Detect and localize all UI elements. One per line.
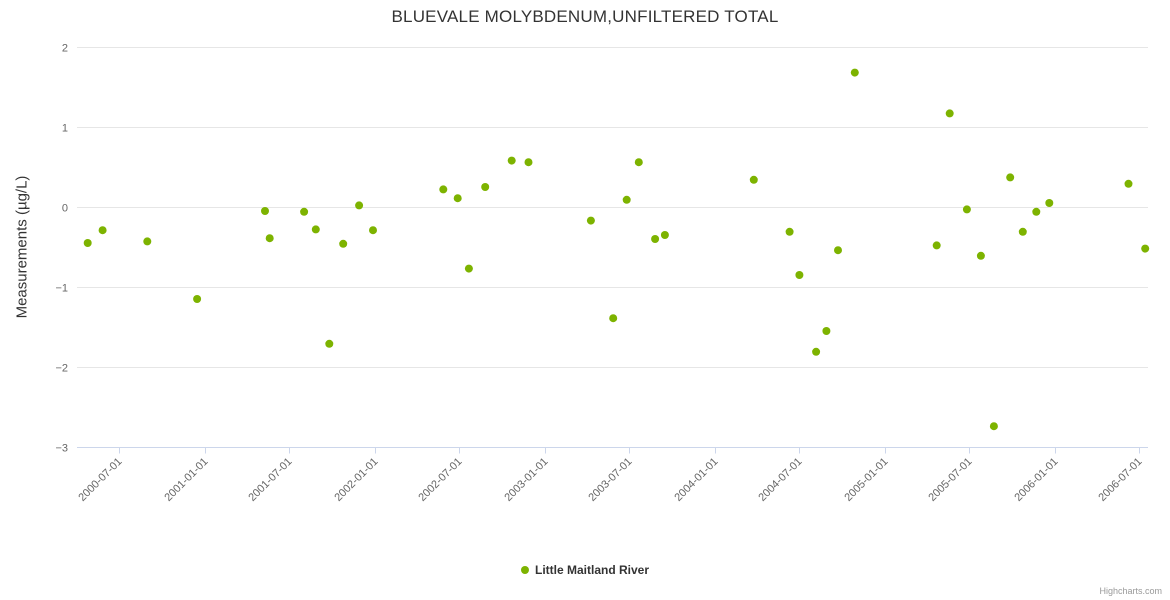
data-point[interactable] xyxy=(586,216,595,225)
x-axis-tick-label: 2001-01-01 xyxy=(162,456,210,504)
legend-marker-icon xyxy=(520,566,529,574)
data-point[interactable] xyxy=(1006,173,1015,182)
data-point[interactable] xyxy=(193,295,202,303)
x-axis-tick-label: 2002-07-01 xyxy=(416,456,464,504)
data-point[interactable] xyxy=(634,158,643,167)
x-axis-tick-label: 2005-01-01 xyxy=(842,456,890,504)
legend-item-label: Little Maitland River xyxy=(534,563,650,577)
data-point[interactable] xyxy=(339,239,348,248)
data-point[interactable] xyxy=(98,226,107,235)
data-point[interactable] xyxy=(265,234,274,243)
x-axis-tick-label: 2003-07-01 xyxy=(586,456,634,504)
data-point[interactable] xyxy=(945,109,954,118)
y-axis-tick-label: 2 xyxy=(62,43,68,55)
data-point[interactable] xyxy=(261,207,269,215)
data-point[interactable] xyxy=(143,237,152,246)
data-point[interactable] xyxy=(932,241,941,250)
x-axis-tick-label: 2006-07-01 xyxy=(1096,456,1144,504)
data-point[interactable] xyxy=(507,156,516,165)
y-axis-tick-label: 1 xyxy=(62,123,68,135)
data-point[interactable] xyxy=(651,235,660,243)
data-point[interactable] xyxy=(481,183,490,191)
data-point[interactable] xyxy=(962,205,971,214)
x-axis-tick-label: 2005-07-01 xyxy=(926,456,974,504)
data-point[interactable] xyxy=(355,201,364,210)
x-axis-tick-label: 2004-01-01 xyxy=(672,456,720,504)
data-point[interactable] xyxy=(439,185,448,194)
x-axis-tick-label: 2003-01-01 xyxy=(502,456,550,504)
data-point[interactable] xyxy=(524,158,533,167)
data-point[interactable] xyxy=(834,246,842,255)
data-point[interactable] xyxy=(453,194,462,203)
data-point[interactable] xyxy=(749,175,758,184)
data-point[interactable] xyxy=(300,207,309,216)
data-point[interactable] xyxy=(989,422,998,431)
data-point[interactable] xyxy=(369,226,377,235)
x-axis-tick-label: 2002-01-01 xyxy=(332,456,380,504)
y-axis-title: Measurements (µg/L) xyxy=(13,175,31,319)
data-point[interactable] xyxy=(1124,179,1133,188)
data-point[interactable] xyxy=(622,195,631,204)
data-point[interactable] xyxy=(822,327,831,335)
data-point[interactable] xyxy=(325,339,334,348)
data-point[interactable] xyxy=(311,225,320,234)
data-point[interactable] xyxy=(795,271,804,279)
x-axis-tick-label: 2000-07-01 xyxy=(76,456,124,504)
data-point[interactable] xyxy=(1141,244,1150,253)
data-point[interactable] xyxy=(1018,227,1027,236)
credits-link[interactable]: Highcharts.com xyxy=(1099,586,1162,596)
data-point[interactable] xyxy=(83,239,92,247)
data-point[interactable] xyxy=(785,227,794,236)
data-point[interactable] xyxy=(609,314,618,323)
data-point[interactable] xyxy=(812,347,821,356)
data-point[interactable] xyxy=(464,264,473,273)
x-axis-tick-label: 2001-07-01 xyxy=(246,456,294,504)
data-point[interactable] xyxy=(1032,207,1041,216)
data-point[interactable] xyxy=(850,68,859,77)
data-point[interactable] xyxy=(660,231,669,239)
y-axis-tick-label: −2 xyxy=(55,363,68,375)
y-axis-tick-label: −1 xyxy=(55,283,68,295)
data-point[interactable] xyxy=(1045,199,1054,207)
legend-item[interactable]: Little Maitland River xyxy=(520,563,650,577)
x-axis-tick-label: 2004-07-01 xyxy=(756,456,804,504)
data-point[interactable] xyxy=(976,251,985,260)
chart-title: BLUEVALE MOLYBDENUM,UNFILTERED TOTAL xyxy=(391,7,779,26)
y-axis-tick-label: −3 xyxy=(55,443,68,455)
x-axis-tick-label: 2006-01-01 xyxy=(1012,456,1060,504)
y-axis-tick-label: 0 xyxy=(62,203,68,215)
